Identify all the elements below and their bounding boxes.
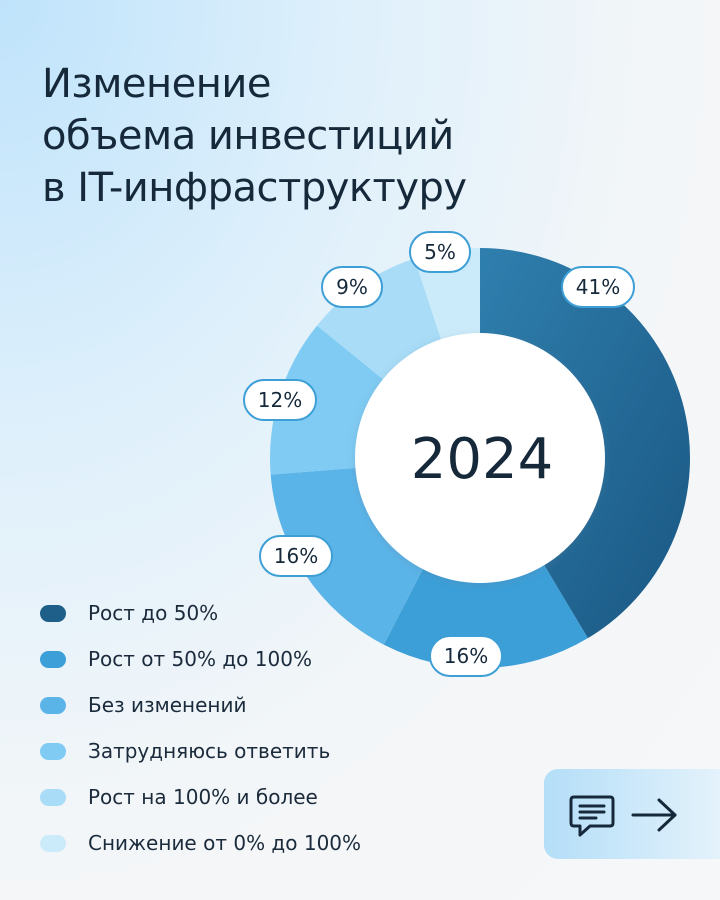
slice-data-label: 9%	[336, 275, 368, 299]
slice-label-pill	[409, 231, 471, 273]
legend-item: Рост до 50%	[40, 590, 361, 636]
legend-item: Затрудняюсь ответить	[40, 728, 361, 774]
slice-label-pill	[561, 266, 635, 308]
legend-label: Рост от 50% до 100%	[88, 647, 312, 671]
center-year-label: 2024	[411, 427, 554, 492]
chat-icon	[569, 795, 615, 837]
slice-data-label: 41%	[576, 275, 620, 299]
slice-label-pill	[429, 635, 503, 677]
legend-swatch	[40, 788, 66, 806]
slice-label-pill	[321, 266, 383, 308]
legend-swatch	[40, 696, 66, 714]
slice-data-label: 5%	[424, 240, 456, 264]
title-line-3: в IT-инфраструктуру	[42, 165, 467, 211]
title-line-1: Изменение	[42, 61, 272, 107]
legend-label: Рост до 50%	[88, 601, 219, 625]
slice-data-label: 12%	[258, 388, 302, 412]
slice-data-label: 16%	[274, 544, 318, 568]
title-line-2: объема инвестиций	[42, 113, 454, 159]
arrow-right-icon	[631, 798, 677, 832]
legend-item: Снижение от 0% до 100%	[40, 820, 361, 866]
next-slide-button[interactable]	[544, 769, 720, 859]
page-title: Изменение объема инвестиций в IT-инфраст…	[42, 58, 602, 214]
legend-label: Рост на 100% и более	[88, 785, 318, 809]
legend-swatch	[40, 742, 66, 760]
legend-swatch	[40, 834, 66, 852]
legend-item: Рост на 100% и более	[40, 774, 361, 820]
legend-item: Без изменений	[40, 682, 361, 728]
slice-label-pill	[259, 535, 333, 577]
legend-item: Рост от 50% до 100%	[40, 636, 361, 682]
slice-label-pill	[243, 379, 317, 421]
donut-center	[355, 333, 605, 583]
legend-swatch	[40, 650, 66, 668]
legend-label: Без изменений	[88, 693, 247, 717]
legend-label: Затрудняюсь ответить	[88, 739, 331, 763]
legend: Рост до 50% Рост от 50% до 100% Без изме…	[40, 590, 361, 866]
legend-swatch	[40, 604, 66, 622]
slice-data-label: 16%	[444, 644, 488, 668]
legend-label: Снижение от 0% до 100%	[88, 831, 362, 855]
